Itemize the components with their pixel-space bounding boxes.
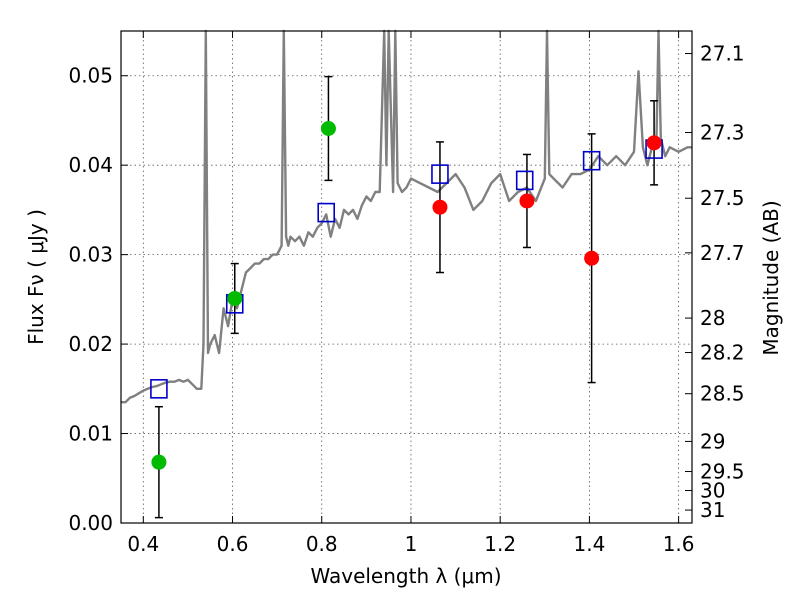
model-photometry-square	[317, 202, 336, 223]
magnitude-tick-label: 27.7	[700, 241, 745, 265]
model-photometry-square	[431, 164, 449, 184]
magnitude-tick-label: 28.5	[700, 382, 745, 406]
x-tick-label: 1.2	[484, 532, 516, 556]
x-ticks: 0.4 0.6 0.8 1 1.2 1.4 1.6	[127, 31, 695, 556]
x-tick-label: 0.8	[306, 532, 338, 556]
model-photometry-square	[150, 379, 168, 399]
model-photometry-square	[515, 170, 534, 191]
magnitude-tick-label: 30	[700, 479, 725, 503]
green-data-point	[227, 290, 243, 306]
magnitude-tick-label: 31	[700, 498, 725, 522]
x-tick-label: 1.4	[573, 532, 605, 556]
magnitude-tick-label: 27.5	[700, 186, 745, 210]
red-data-point	[432, 199, 448, 215]
magnitude-tick-label: 27.3	[700, 121, 745, 145]
magnitude-axis-label: Magnitude (AB)	[759, 200, 783, 355]
green-data-point	[151, 454, 167, 470]
red-data-point	[584, 250, 600, 266]
green-data-point	[320, 121, 336, 137]
y-tick-label: 0.04	[68, 153, 113, 177]
y-tick-label: 0.05	[68, 64, 113, 88]
magnitude-tick-label: 29	[700, 429, 725, 453]
y-ticks: 0.00 0.01 0.02 0.03 0.04 0.05	[68, 64, 128, 535]
y-tick-label: 0.00	[68, 511, 113, 535]
plot-frame	[120, 30, 693, 524]
x-axis-label: Wavelength λ (μm)	[310, 564, 501, 588]
x-tick-label: 1.6	[663, 532, 695, 556]
red-data-point	[519, 193, 535, 209]
x-tick-label: 0.6	[217, 532, 249, 556]
magnitude-tick-label: 27.1	[700, 42, 745, 66]
y-axis-label: Flux Fν ( μJy )	[24, 209, 48, 345]
magnitude-tick-label: 29.5	[700, 460, 745, 484]
red-data-point	[646, 135, 662, 151]
magnitude-tick-label: 28	[700, 306, 725, 330]
model-spectrum-layer	[121, 29, 692, 404]
y-tick-label: 0.03	[68, 243, 113, 267]
magnitude-tick-label: 28.2	[700, 341, 745, 365]
y-tick-label: 0.02	[68, 332, 113, 356]
y-tick-label: 0.01	[68, 422, 113, 446]
x-tick-label: 1	[405, 532, 418, 556]
model-spectrum-line	[121, 29, 692, 404]
model-photometry-square	[582, 150, 601, 171]
x-tick-label: 0.4	[127, 532, 159, 556]
observed-points-layer	[151, 121, 662, 470]
model-squares-layer	[150, 139, 663, 399]
